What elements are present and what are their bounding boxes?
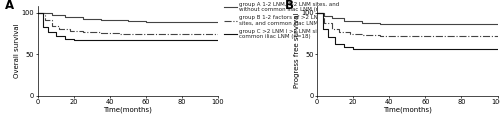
X-axis label: Time(months): Time(months)	[383, 106, 432, 113]
Text: B: B	[284, 0, 294, 12]
Y-axis label: Overall survival: Overall survival	[14, 23, 20, 78]
Y-axis label: Progress free survival: Progress free survival	[294, 13, 300, 88]
X-axis label: Time(months): Time(months)	[104, 106, 152, 113]
Legend: group A 1-2 LNM, 1-2 LNM sites, and
without common iliac LNM (n=91), group B 1-2: group A 1-2 LNM, 1-2 LNM sites, and with…	[224, 2, 348, 39]
Text: A: A	[5, 0, 14, 12]
